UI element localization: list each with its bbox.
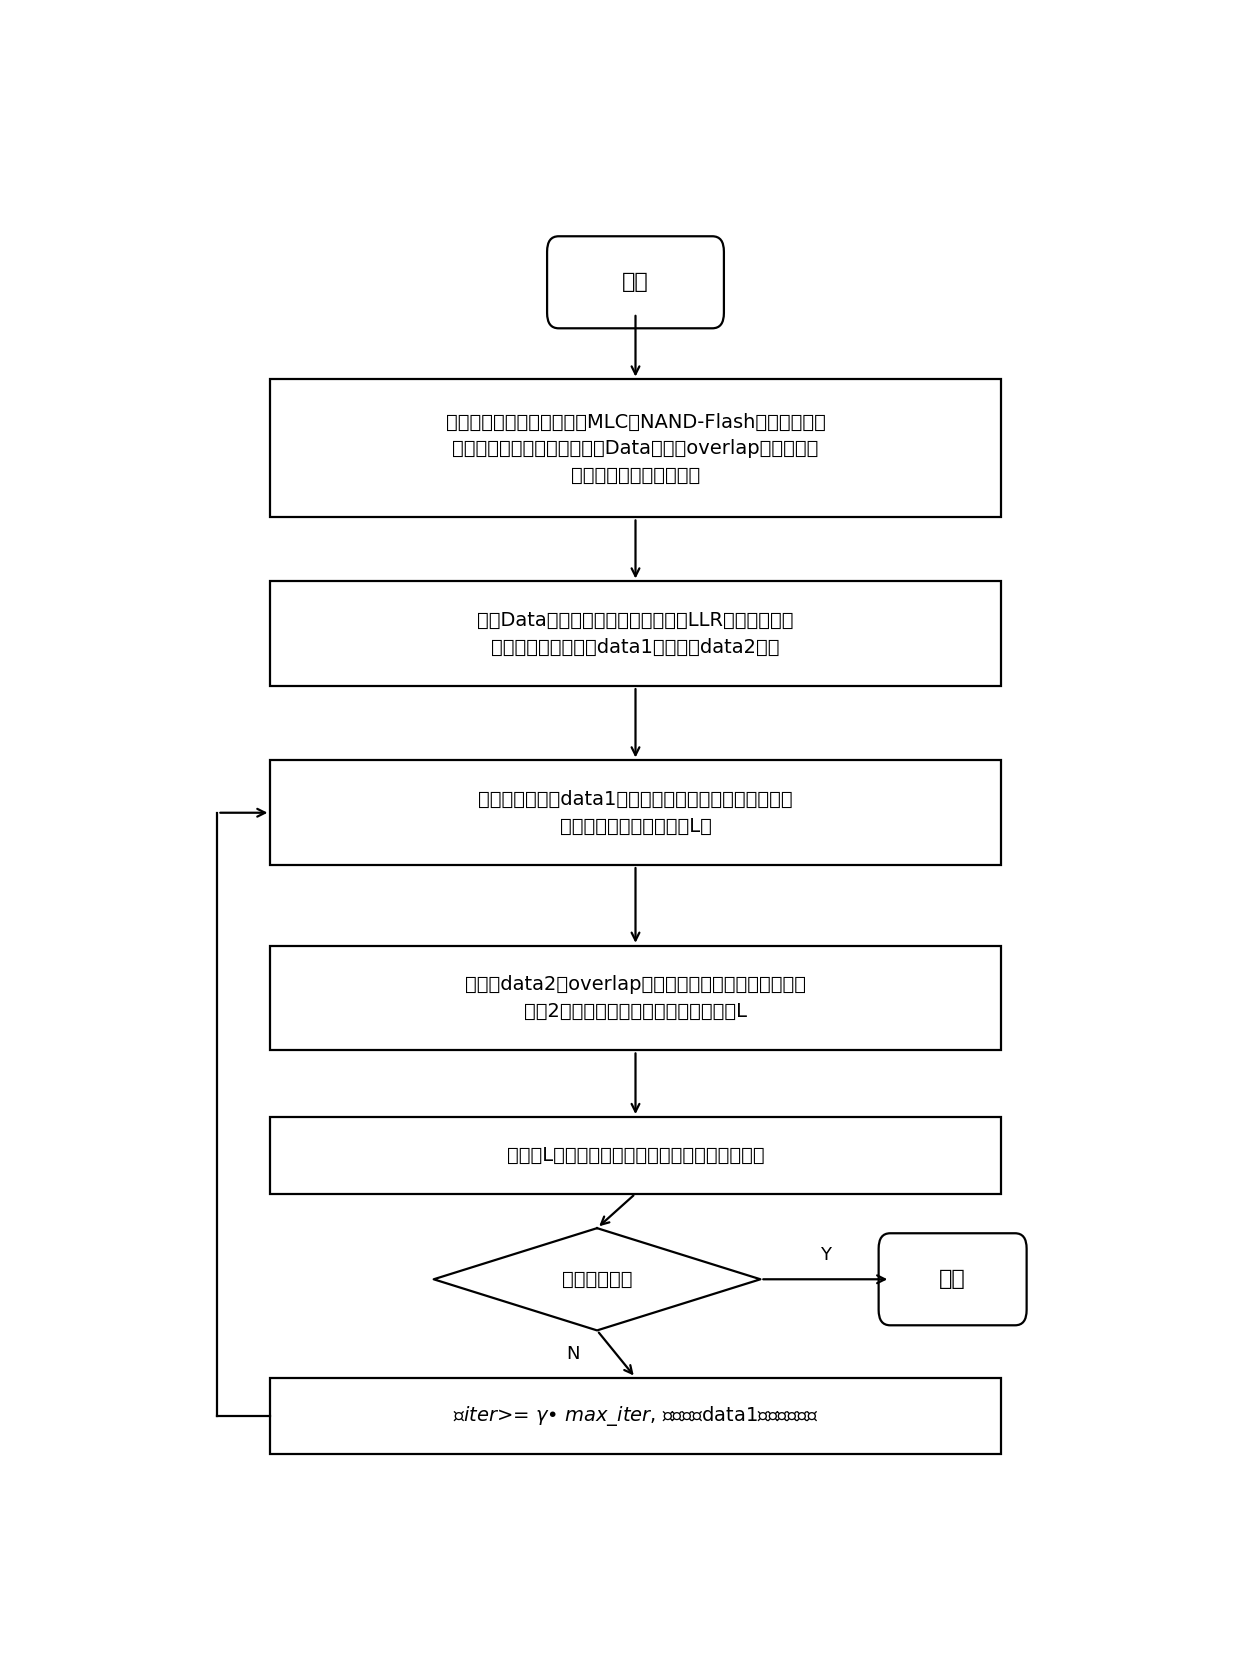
Polygon shape [434, 1228, 760, 1330]
Bar [270, 380, 1001, 518]
Text: 译码成功与否: 译码成功与否 [562, 1270, 632, 1288]
Bar [270, 581, 1001, 686]
Text: 初始化：根据变量节点落入MLC型NAND-Flash各个区域的特
点，对所有的变量节点分块：Data块以及overlap块，并确定
低值变量节点的判定阈值: 初始化：根据变量节点落入MLC型NAND-Flash各个区域的特 点，对所有的变… [445, 412, 826, 485]
Bar [270, 760, 1001, 865]
Bar [270, 1378, 1001, 1454]
Text: 开始: 开始 [622, 272, 649, 292]
FancyBboxPatch shape [547, 236, 724, 329]
Text: 结束: 结束 [939, 1270, 966, 1290]
Text: 若$\it{iter}$>= $\gamma$• $\it{max\_iter}$, 开始更新data1子块内的节点: 若$\it{iter}$>= $\gamma$• $\it{max\_iter}… [453, 1404, 818, 1428]
Bar [270, 1117, 1001, 1194]
Text: Y: Y [820, 1247, 831, 1263]
Text: 迭代开始时跳过data1子块内节点的更新，仅搜寻出其中
的低值变量节点存入集合L中: 迭代开始时跳过data1子块内节点的更新，仅搜寻出其中 的低值变量节点存入集合L… [479, 790, 792, 835]
Text: 对容器L中所有的低值变量节点进行串行译码更新: 对容器L中所有的低值变量节点进行串行译码更新 [507, 1145, 764, 1165]
Text: 对于Data块中的变量节点，根据初始LLR的绝对值的大
小，分为两个子块：data1子块以及data2子块: 对于Data块中的变量节点，根据初始LLR的绝对值的大 小，分为两个子块：dat… [477, 611, 794, 657]
FancyBboxPatch shape [879, 1233, 1027, 1325]
Text: N: N [567, 1345, 580, 1363]
Text: 依次对data2、overlap子块中的节点顺序更新，同时搜
寻出2个子块内低值变量节点，存入集合L: 依次对data2、overlap子块中的节点顺序更新，同时搜 寻出2个子块内低值… [465, 976, 806, 1021]
Bar [270, 946, 1001, 1051]
